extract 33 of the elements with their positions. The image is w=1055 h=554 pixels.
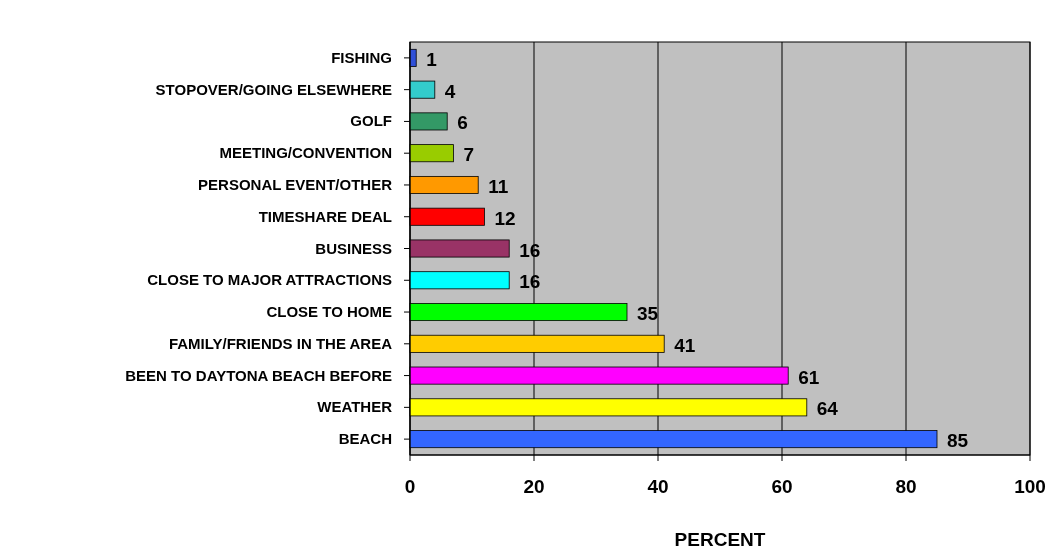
y-tick-label: BEACH [338, 430, 392, 448]
data-label: 35 [637, 303, 659, 325]
data-label: 61 [798, 366, 820, 388]
x-tick-label: 60 [771, 476, 793, 497]
y-tick-label: CLOSE TO HOME [266, 303, 392, 321]
data-label: 1 [426, 48, 438, 70]
x-tick-label: 20 [523, 476, 545, 497]
data-label: 64 [816, 398, 839, 420]
y-tick-label: CLOSE TO MAJOR ATTRACTIONS [147, 271, 392, 289]
data-label: 12 [494, 207, 516, 229]
x-tick-label: 40 [647, 476, 669, 497]
data-label: 6 [457, 112, 468, 134]
data-label: 16 [519, 239, 541, 261]
data-label: 41 [674, 334, 696, 356]
data-label: 11 [488, 175, 509, 197]
data-label: 16 [519, 271, 541, 293]
y-tick-label: FAMILY/FRIENDS IN THE AREA [168, 334, 393, 352]
y-tick-label: PERSONAL EVENT/OTHER [198, 175, 393, 193]
data-label: 85 [947, 430, 969, 452]
x-tick-label: 80 [895, 476, 917, 497]
x-tick-label: 0 [404, 476, 416, 497]
data-label: 7 [463, 144, 474, 166]
y-tick-label: FISHING [331, 48, 392, 66]
y-tick-label: WEATHER [317, 398, 393, 416]
y-tick-label: GOLF [350, 112, 392, 130]
x-axis-title: PERCENT [674, 529, 766, 550]
y-tick-label: STOPOVER/GOING ELSEWHERE [155, 80, 392, 98]
data-label: 4 [444, 80, 456, 102]
y-tick-label: MEETING/CONVENTION [219, 144, 392, 162]
y-tick-label: BUSINESS [315, 239, 392, 257]
y-tick-label: BEEN TO DAYTONA BEACH BEFORE [125, 366, 392, 384]
x-tick-label: 100 [1014, 476, 1046, 497]
y-tick-label: TIMESHARE DEAL [258, 207, 392, 225]
